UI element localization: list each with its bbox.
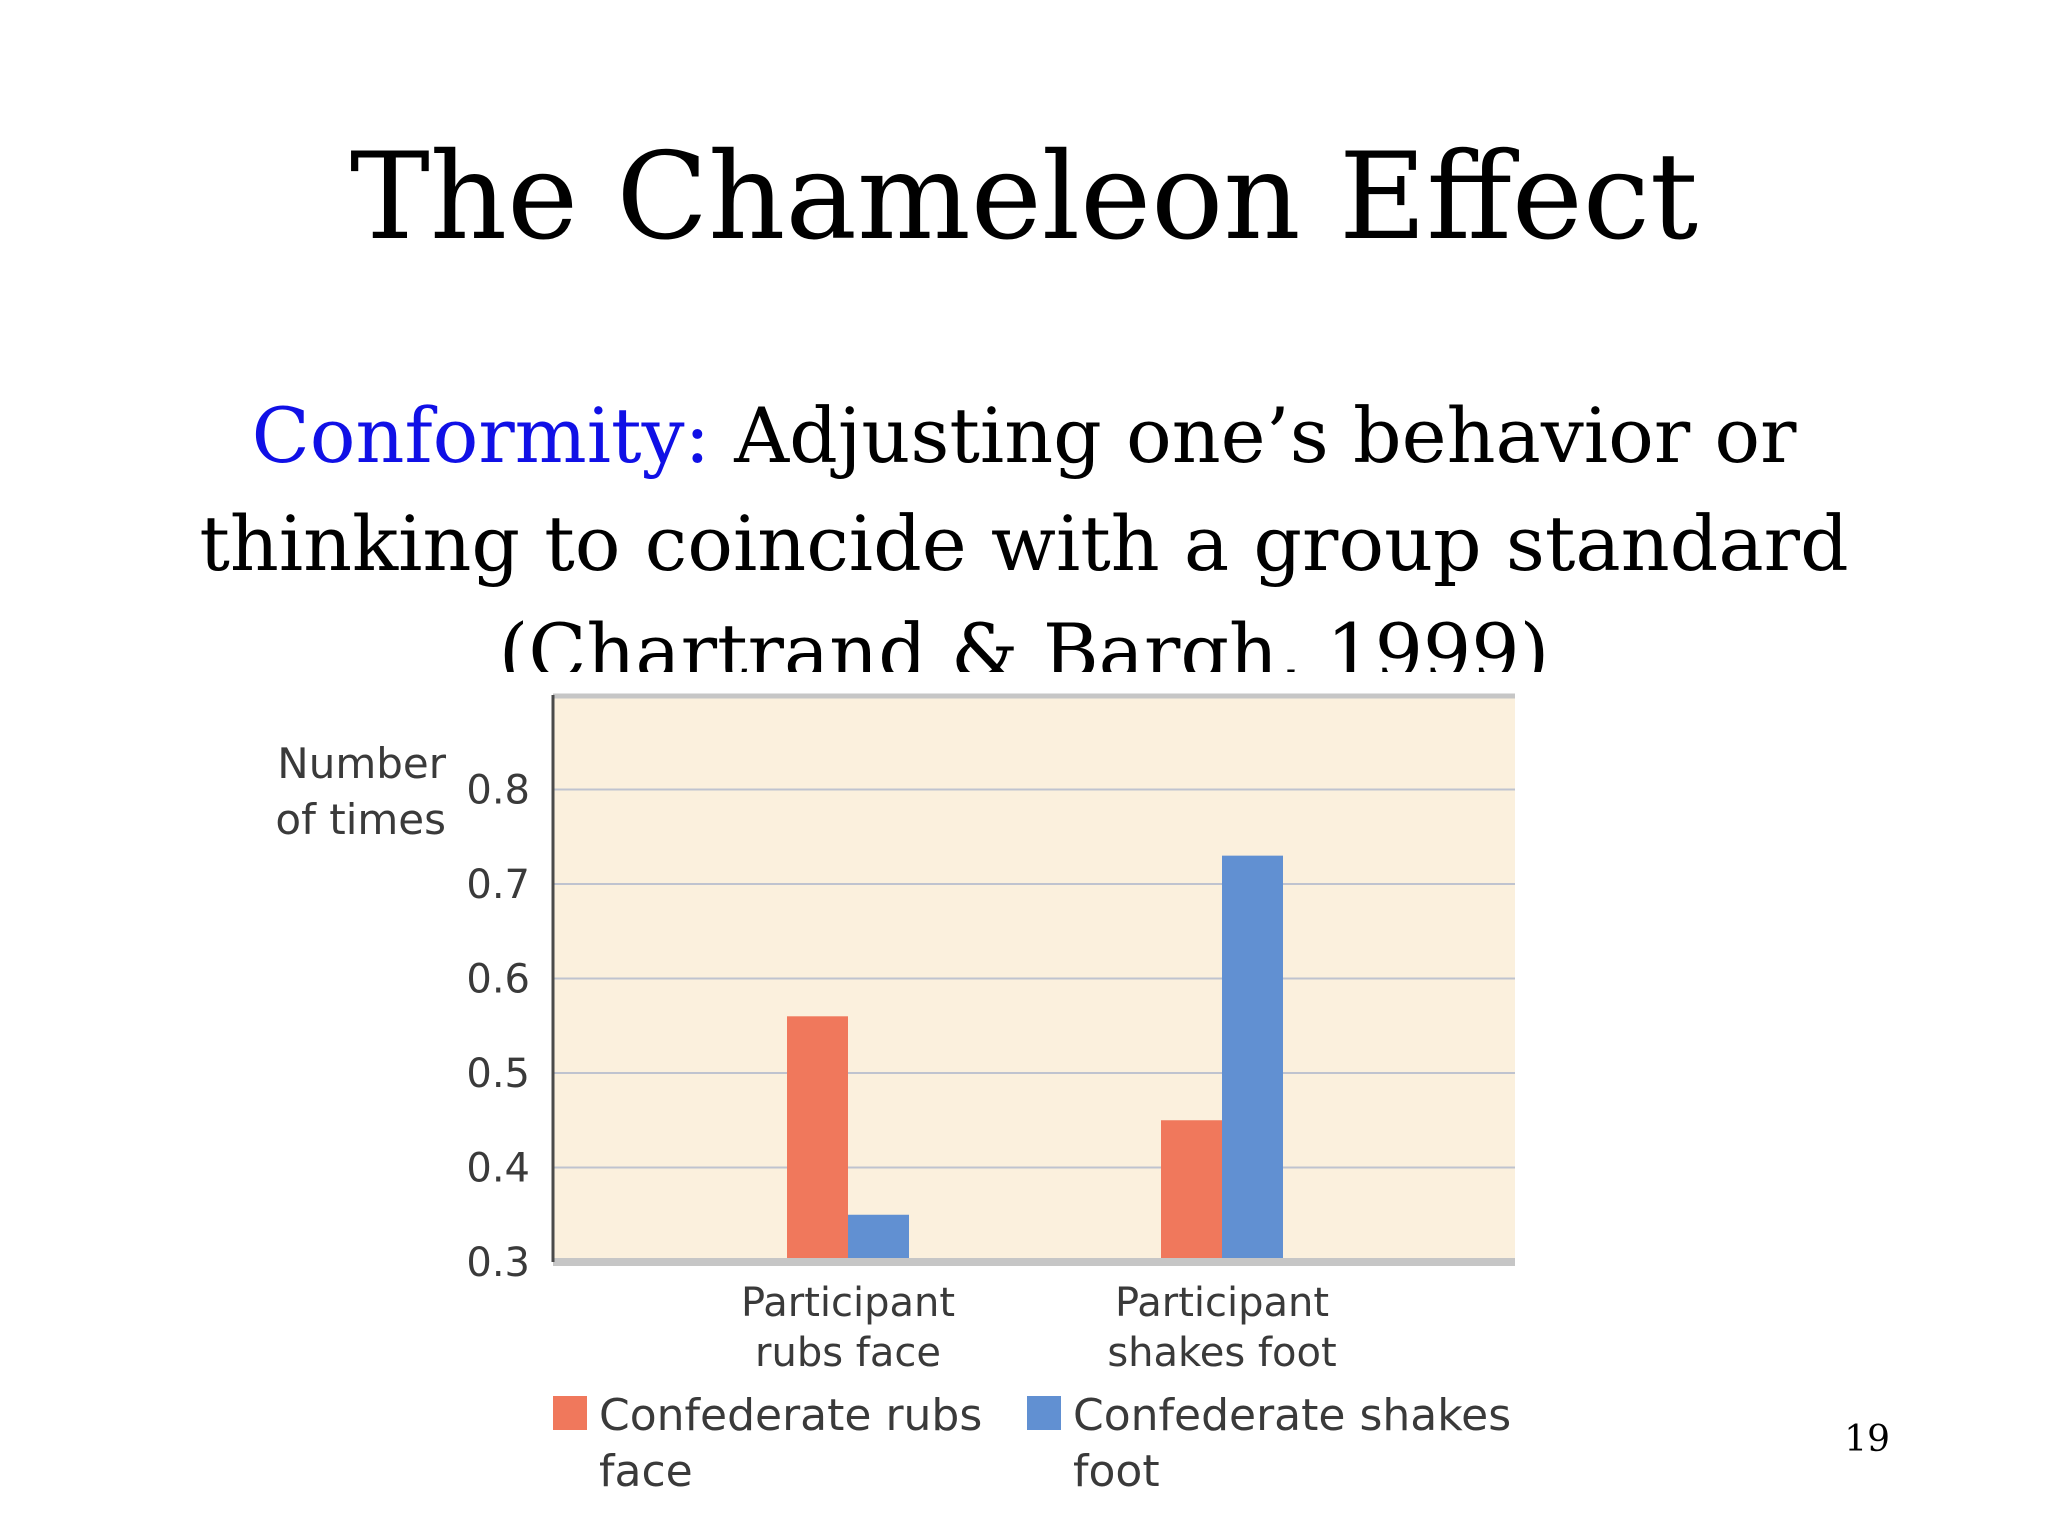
y-tick-label: 0.7 <box>466 862 530 908</box>
definition-text: Conformity: Adjusting one’s behavior or … <box>0 382 2048 672</box>
definition-line-1: Conformity: Adjusting one’s behavior or <box>0 382 2048 490</box>
definition-term: Conformity: <box>251 391 711 480</box>
legend-swatch <box>1027 1396 1061 1430</box>
chart-layer: 0.3 0.4 0.5 0.6 0.7 0.8 Number of times Particip… <box>275 693 1515 1497</box>
page-number: 19 <box>1844 1419 1890 1460</box>
y-tick-label: 0.6 <box>466 957 530 1003</box>
x-category-label: Participant <box>1115 1280 1329 1326</box>
citation: (Chartrand & Bargh, 1999) <box>498 607 1550 672</box>
bar <box>787 1016 848 1262</box>
y-tick-label: 0.4 <box>466 1146 530 1192</box>
y-axis-label: of times <box>275 795 446 844</box>
x-category-label: rubs face <box>755 1330 941 1376</box>
x-category-label: Participant <box>741 1280 955 1326</box>
bar <box>1161 1120 1222 1262</box>
y-axis-label: Number <box>277 739 446 788</box>
legend-label: Confederate rubs <box>599 1390 982 1441</box>
y-tick-label: 0.5 <box>466 1051 530 1097</box>
slide-title: The Chameleon Effect <box>349 128 1699 267</box>
definition-line-2: thinking to coincide with a group standa… <box>199 499 1849 588</box>
legend-label: Confederate shakes <box>1073 1390 1511 1441</box>
legend-label: foot <box>1073 1446 1160 1497</box>
legend-swatch <box>553 1396 587 1430</box>
definition-line-1-text: Adjusting one’s behavior or <box>734 391 1797 480</box>
legend-label: face <box>599 1446 693 1497</box>
bar <box>848 1214 909 1262</box>
bar <box>1222 855 1283 1262</box>
y-tick-label: 0.3 <box>466 1240 530 1286</box>
y-tick-label: 0.8 <box>466 768 530 814</box>
x-category-label: shakes foot <box>1107 1330 1336 1376</box>
